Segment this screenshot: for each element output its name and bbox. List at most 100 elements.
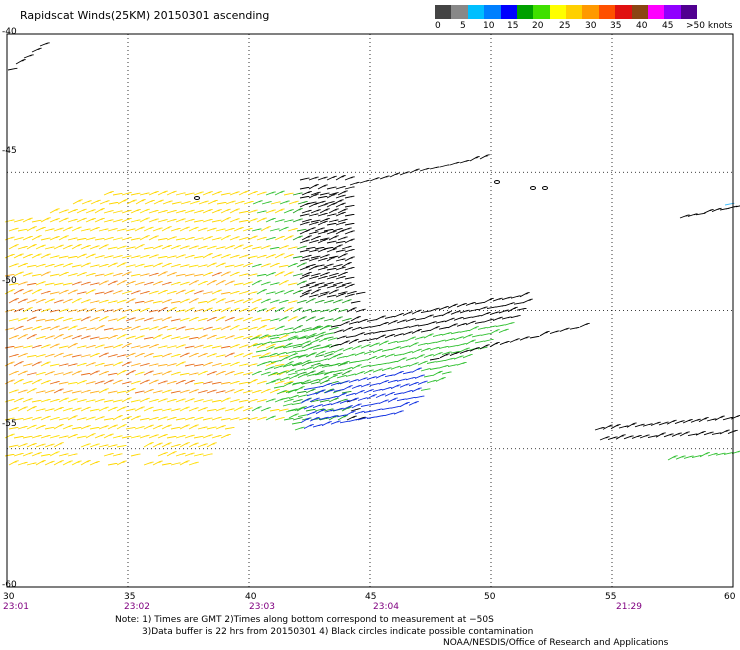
wind-barb bbox=[691, 455, 702, 459]
wind-barb bbox=[278, 299, 289, 304]
wind-barb bbox=[198, 200, 209, 205]
wind-barb bbox=[44, 298, 55, 304]
wind-barb bbox=[238, 344, 249, 349]
wind-barb bbox=[35, 336, 46, 340]
wind-barb bbox=[98, 388, 109, 394]
wind-barb bbox=[94, 291, 105, 295]
wind-barb bbox=[429, 166, 440, 170]
lat-label: -40 bbox=[2, 27, 17, 37]
wind-barb bbox=[489, 311, 500, 316]
wind-barb bbox=[384, 374, 395, 378]
wind-barb bbox=[328, 273, 339, 277]
map-title: Rapidscat Winds(25KM) 20150301 ascending bbox=[20, 9, 270, 22]
wind-barb bbox=[260, 352, 271, 358]
wind-barb bbox=[220, 254, 231, 259]
wind-barb bbox=[175, 344, 186, 349]
wind-barb bbox=[229, 307, 240, 313]
wind-barb bbox=[62, 298, 73, 304]
wind-barb bbox=[44, 263, 55, 268]
wind-barb bbox=[317, 275, 328, 280]
wind-barb bbox=[206, 426, 217, 430]
wind-barb bbox=[305, 246, 316, 250]
wind-barb bbox=[328, 289, 339, 295]
wind-barb bbox=[459, 347, 470, 353]
wind-barb bbox=[71, 318, 82, 322]
wind-barb bbox=[67, 343, 78, 349]
wind-barb bbox=[193, 416, 204, 421]
wind-barb bbox=[450, 310, 461, 315]
wind-barb bbox=[49, 398, 60, 403]
wind-barb bbox=[67, 237, 78, 241]
wind-barb bbox=[166, 345, 177, 349]
wind-barb bbox=[471, 315, 482, 318]
wind-barb bbox=[658, 421, 669, 426]
wind-barb bbox=[8, 335, 19, 340]
wind-barb bbox=[26, 299, 37, 304]
wind-barb bbox=[31, 47, 42, 53]
wind-barb bbox=[492, 297, 503, 302]
wind-barb bbox=[363, 369, 374, 375]
wind-barb bbox=[166, 290, 177, 295]
wind-barb bbox=[321, 344, 332, 349]
wind-barb bbox=[615, 434, 626, 440]
wind-barb bbox=[399, 383, 410, 388]
wind-barb bbox=[387, 360, 398, 364]
wind-barb bbox=[274, 219, 285, 223]
wind-barb bbox=[220, 217, 231, 223]
wind-barb bbox=[179, 298, 190, 304]
wind-barb bbox=[351, 364, 362, 370]
wind-barb bbox=[267, 334, 278, 338]
wind-barb bbox=[243, 200, 254, 205]
wind-barb bbox=[671, 432, 682, 437]
wind-barb bbox=[220, 325, 231, 331]
wind-barb bbox=[321, 325, 332, 329]
wind-barb bbox=[17, 443, 28, 448]
wind-barb bbox=[319, 192, 330, 196]
wind-barb bbox=[170, 408, 181, 412]
wind-barb bbox=[197, 318, 208, 322]
wind-barb bbox=[301, 308, 312, 313]
wind-barb bbox=[332, 264, 343, 268]
wind-barb bbox=[396, 378, 407, 382]
wind-barb bbox=[107, 462, 118, 466]
wind-barb bbox=[291, 362, 302, 367]
wind-barb bbox=[135, 199, 146, 205]
wind-barb bbox=[85, 218, 96, 223]
wind-barb bbox=[98, 371, 109, 376]
wind-barb bbox=[317, 203, 328, 208]
wind-barb bbox=[211, 237, 222, 241]
wind-barb bbox=[318, 398, 329, 401]
wind-barb bbox=[335, 186, 346, 190]
wind-barb bbox=[179, 245, 190, 250]
wind-barb bbox=[206, 442, 217, 448]
wind-barb bbox=[89, 227, 100, 232]
colorbar-label: 15 bbox=[507, 21, 519, 31]
wind-barb bbox=[238, 327, 249, 331]
wind-barb bbox=[53, 282, 64, 286]
wind-barb bbox=[4, 433, 15, 439]
wind-barb bbox=[405, 376, 416, 381]
wind-barb bbox=[711, 432, 722, 435]
wind-barb bbox=[315, 350, 326, 356]
wind-barb bbox=[501, 316, 512, 320]
wind-barb bbox=[285, 389, 296, 394]
wind-barb bbox=[31, 273, 42, 277]
wind-barb bbox=[292, 255, 303, 259]
wind-barb bbox=[193, 273, 204, 277]
wind-barb bbox=[292, 345, 303, 349]
wind-barb bbox=[326, 230, 337, 235]
wind-barb bbox=[67, 273, 78, 277]
wind-barb bbox=[273, 385, 284, 389]
wind-barb bbox=[107, 334, 118, 340]
wind-barb bbox=[220, 397, 231, 403]
wind-barb bbox=[26, 316, 37, 322]
wind-barb bbox=[420, 388, 431, 391]
wind-barb bbox=[256, 416, 267, 421]
wind-barb bbox=[265, 415, 276, 421]
wind-barb bbox=[357, 318, 368, 324]
wind-barb bbox=[188, 407, 199, 412]
wind-barb bbox=[238, 381, 249, 385]
wind-barb bbox=[299, 258, 310, 262]
wind-barb bbox=[411, 348, 422, 354]
wind-barb bbox=[224, 427, 235, 430]
